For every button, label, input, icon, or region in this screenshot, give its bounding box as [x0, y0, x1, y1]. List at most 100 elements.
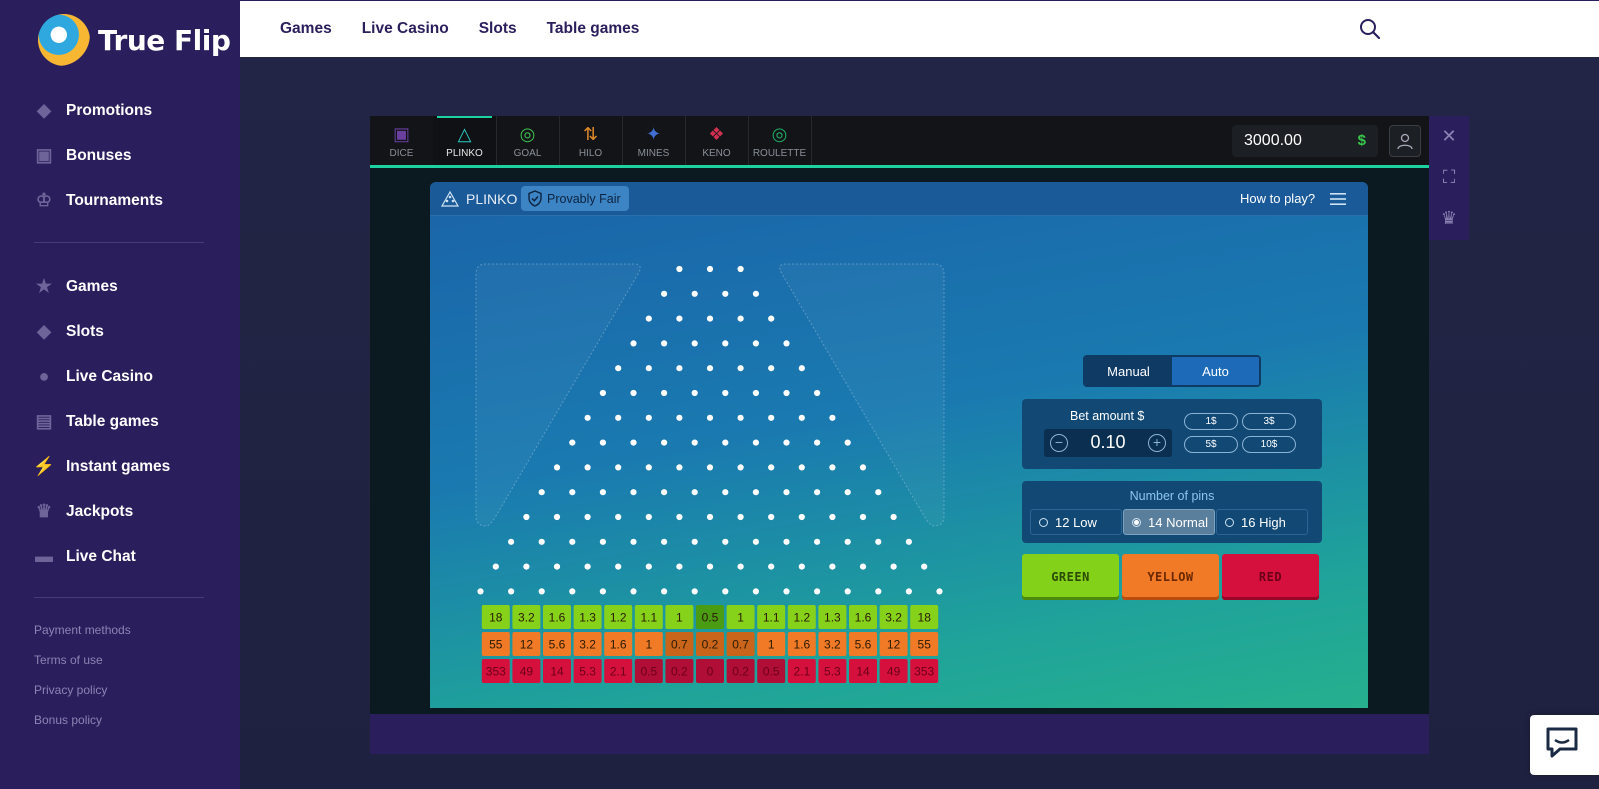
plinko-pin [538, 588, 545, 595]
plinko-pin [615, 513, 622, 521]
sidebar-item-instant-games[interactable]: ⚡ Instant games [33, 444, 214, 489]
search-icon[interactable] [1359, 18, 1381, 40]
footer-link-bonus-policy[interactable]: Bonus policy [34, 713, 103, 727]
sidebar-item-slots[interactable]: ◆ Slots [34, 309, 214, 354]
pins-option-14-normal[interactable]: 14 Normal [1123, 509, 1215, 535]
plinko-pin [814, 489, 821, 496]
plinko-pin [752, 389, 759, 397]
sidebar-item-label: Bonuses [66, 146, 132, 164]
how-to-play-link[interactable]: How to play? [1240, 191, 1316, 206]
topnav-live-casino[interactable]: Live Casino [361, 20, 449, 37]
plinko-pin [706, 563, 714, 570]
tab-goal[interactable]: ◎ GOAL [496, 116, 560, 166]
multiplier-cell-green [481, 605, 510, 629]
multiplier-value: 1.3 [824, 611, 841, 625]
plinko-pin [553, 513, 561, 521]
multiplier-cell-red [849, 659, 877, 683]
tab-keno[interactable]: ❖ KENO [685, 116, 749, 166]
plinko-pin [661, 538, 668, 545]
bet-chip-1[interactable]: 1$ [1184, 413, 1238, 430]
topnav-slots[interactable]: Slots [478, 20, 517, 37]
bet-chip-3[interactable]: 3$ [1242, 413, 1296, 430]
bet-amount-value[interactable]: 0.10 [1090, 432, 1126, 452]
close-icon[interactable]: ✕ [1441, 126, 1457, 146]
topnav-games[interactable]: Games [280, 20, 332, 37]
bet-amount-input[interactable]: − 0.10 + [1044, 429, 1172, 457]
plinko-pin [553, 464, 561, 471]
sidebar-item-bonuses[interactable]: ▣ Bonuses [34, 133, 214, 178]
sidebar-item-tournaments[interactable]: ♔ Tournaments [34, 178, 214, 223]
plinko-pin [905, 538, 912, 545]
plinko-pin [722, 340, 729, 347]
green-bet-button[interactable]: GREEN [1022, 554, 1119, 600]
footer-link-payment[interactable]: Payment methods [34, 623, 131, 637]
multiplier-cell-red [696, 659, 724, 683]
plinko-pin [676, 464, 683, 471]
user-account-button[interactable] [1389, 125, 1421, 157]
mode-manual-tab[interactable]: Manual [1085, 357, 1172, 385]
plus-icon[interactable]: + [1148, 434, 1166, 452]
sidebar-item-games[interactable]: ★ Games [34, 264, 214, 309]
multiplier-value: 1.1 [640, 611, 657, 625]
plinko-pin [538, 538, 545, 545]
plinko-pin [676, 414, 683, 421]
plinko-pin [661, 389, 668, 397]
plinko-pin [783, 538, 790, 545]
topnav-table-games[interactable]: Table games [546, 20, 640, 37]
pins-option-16-high[interactable]: 16 High [1216, 509, 1308, 535]
plinko-pin [936, 588, 943, 595]
plinko-pin [676, 513, 683, 521]
footer-link-privacy[interactable]: Privacy policy [34, 683, 108, 697]
multiplier-value: 1.2 [793, 611, 810, 625]
hamburger-menu-icon[interactable] [1330, 192, 1346, 206]
brand-logo[interactable]: True Flip [38, 14, 231, 66]
multiplier-cell-red [481, 659, 510, 683]
mode-auto-tab[interactable]: Auto [1172, 357, 1259, 385]
multiplier-value: 1.6 [610, 638, 627, 652]
plinko-pin [722, 588, 729, 595]
multiplier-cell-red [604, 659, 633, 683]
sidebar-item-jackpots[interactable]: ♛ Jackpots [34, 489, 214, 534]
red-bet-button[interactable]: RED [1222, 554, 1319, 600]
multiplier-value: 5.3 [824, 665, 841, 679]
pins-option-12-low[interactable]: 12 Low [1030, 509, 1122, 535]
multiplier-value: 2.1 [610, 665, 627, 679]
tab-roulette[interactable]: ◎ ROULETTE [748, 116, 812, 166]
multiplier-cell-yellow [879, 632, 908, 656]
multiplier-value: 353 [486, 665, 506, 679]
bet-amount-label: Bet amount $ [1070, 409, 1145, 423]
multiplier-value: 3.2 [885, 611, 902, 625]
bet-chip-5[interactable]: 5$ [1184, 436, 1238, 453]
multiplier-value: 55 [489, 638, 503, 652]
multiplier-cell-yellow [573, 632, 602, 656]
brand-name: True Flip [98, 23, 231, 57]
tab-plinko[interactable]: △ PLINKO [433, 116, 497, 166]
minus-icon[interactable]: − [1050, 434, 1068, 452]
plinko-pin [722, 489, 729, 496]
sidebar-item-live-chat[interactable]: ▬ Live Chat [34, 534, 214, 579]
chat-widget[interactable] [1530, 715, 1599, 775]
plinko-pin [569, 588, 576, 595]
multiplier-value: 3.2 [824, 638, 841, 652]
plinko-pin [829, 464, 836, 471]
radio-icon [1039, 517, 1048, 527]
yellow-bet-button[interactable]: YELLOW [1122, 554, 1219, 600]
plinko-pin [921, 563, 928, 570]
plinko-pin [661, 439, 668, 446]
sidebar-item-table-games[interactable]: ▤ Table games [34, 399, 214, 444]
tab-mines[interactable]: ✦ MINES [622, 116, 686, 166]
tab-hilo[interactable]: ⇅ HILO [559, 116, 623, 166]
fullscreen-icon[interactable]: ⛶ [1442, 167, 1456, 187]
roulette-game-icon: ◎ [771, 124, 788, 144]
multiplier-cell-green [512, 605, 541, 629]
provably-fair-badge[interactable]: Provably Fair [521, 186, 629, 211]
multiplier-cell-yellow [787, 632, 816, 656]
bet-chip-10[interactable]: 10$ [1242, 436, 1296, 453]
sidebar-item-live-casino[interactable]: ● Live Casino [34, 354, 214, 399]
tab-dice[interactable]: ▣ DICE [370, 116, 434, 166]
footer-link-terms[interactable]: Terms of use [34, 653, 103, 667]
multiplier-value: 2.1 [793, 665, 810, 679]
plinko-pin [584, 563, 591, 570]
crown-icon[interactable]: ♛ [1440, 208, 1458, 228]
sidebar-item-promotions[interactable]: ◆ Promotions [34, 88, 214, 133]
